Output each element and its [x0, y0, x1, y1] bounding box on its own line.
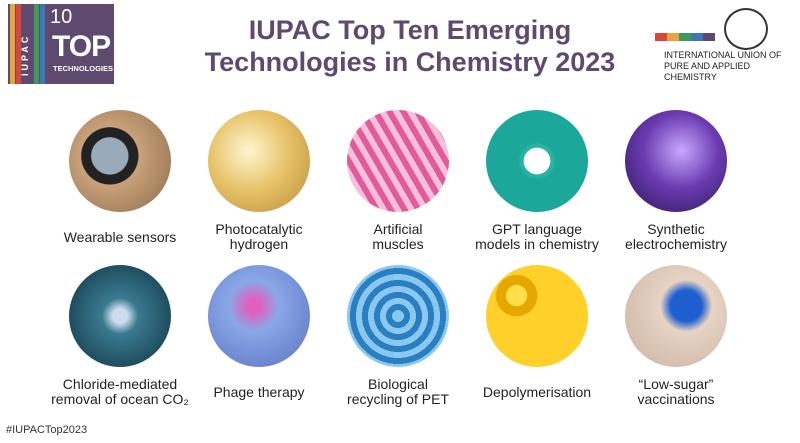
label-line: electrochemistry [625, 236, 727, 252]
label-line: vaccinations [637, 391, 715, 407]
label-line: GPT language [491, 221, 583, 237]
item-image [486, 265, 588, 367]
item-image [486, 110, 588, 212]
item-label: Chloride-mediated removal of ocean CO₂ [50, 377, 190, 407]
item-label: GPT language models in chemistry [467, 222, 607, 252]
label-line: “Low-sugar” [638, 376, 714, 392]
item: “Low-sugar” vaccinations [606, 265, 746, 407]
label-line: models in chemistry [475, 236, 599, 252]
item-image [208, 265, 310, 367]
logo-brand: IUPAC [20, 33, 30, 76]
item-label: Artificial muscles [328, 222, 468, 252]
label-line: removal of ocean CO₂ [51, 391, 189, 407]
label-line: Photocatalytic [215, 221, 303, 237]
item-image [208, 110, 310, 212]
item: Synthetic electrochemistry [606, 110, 746, 252]
label-line: Depolymerisation [482, 384, 592, 400]
item-label: Wearable sensors [50, 230, 190, 245]
org-emblem [724, 8, 768, 50]
item-label: Photocatalytic hydrogen [189, 222, 329, 252]
item: Chloride-mediated removal of ocean CO₂ [50, 265, 190, 407]
title-line: Technologies in Chemistry 2023 [204, 47, 616, 77]
item-image [347, 110, 449, 212]
logo-subtitle: TECHNOLOGIES [53, 64, 114, 73]
item: Phage therapy [189, 265, 329, 400]
item-image [625, 110, 727, 212]
logo: IUPAC 10 TOP TECHNOLOGIES [8, 4, 114, 84]
color-bar [655, 33, 715, 41]
item-label: Phage therapy [189, 385, 329, 400]
label-line: Phage therapy [213, 384, 305, 400]
title: IUPAC Top Ten Emerging Technologies in C… [160, 14, 660, 78]
item-image [69, 110, 171, 212]
hashtag: #IUPACTop2023 [6, 424, 88, 436]
item: Artificial muscles [328, 110, 468, 252]
org-line: PURE AND APPLIED CHEMISTRY [664, 61, 751, 82]
org-line: INTERNATIONAL UNION OF [664, 50, 782, 60]
item: Depolymerisation [467, 265, 607, 400]
label-line: hydrogen [229, 236, 289, 252]
label-line: recycling of PET [347, 391, 449, 407]
label-line: Artificial [373, 221, 423, 237]
label-line: Wearable sensors [63, 229, 177, 245]
label-line: Biological [368, 376, 428, 392]
item-label: Depolymerisation [467, 385, 607, 400]
item: GPT language models in chemistry [467, 110, 607, 252]
item-label: Synthetic electrochemistry [606, 222, 746, 252]
item-image [625, 265, 727, 367]
label-line: Chloride-mediated [62, 376, 178, 392]
item: Biological recycling of PET [328, 265, 468, 407]
logo-number: 10 [50, 6, 73, 28]
item-label: “Low-sugar” vaccinations [606, 377, 746, 407]
logo-word: TOP [52, 30, 111, 63]
label-line: Synthetic [647, 221, 705, 237]
title-line: IUPAC Top Ten Emerging [248, 15, 572, 45]
item: Wearable sensors [50, 110, 190, 245]
label-line: muscles [372, 236, 424, 252]
item: Photocatalytic hydrogen [189, 110, 329, 252]
organization: INTERNATIONAL UNION OF PURE AND APPLIED … [664, 50, 800, 83]
item-label: Biological recycling of PET [328, 377, 468, 407]
item-image [69, 265, 171, 367]
item-image [347, 265, 449, 367]
